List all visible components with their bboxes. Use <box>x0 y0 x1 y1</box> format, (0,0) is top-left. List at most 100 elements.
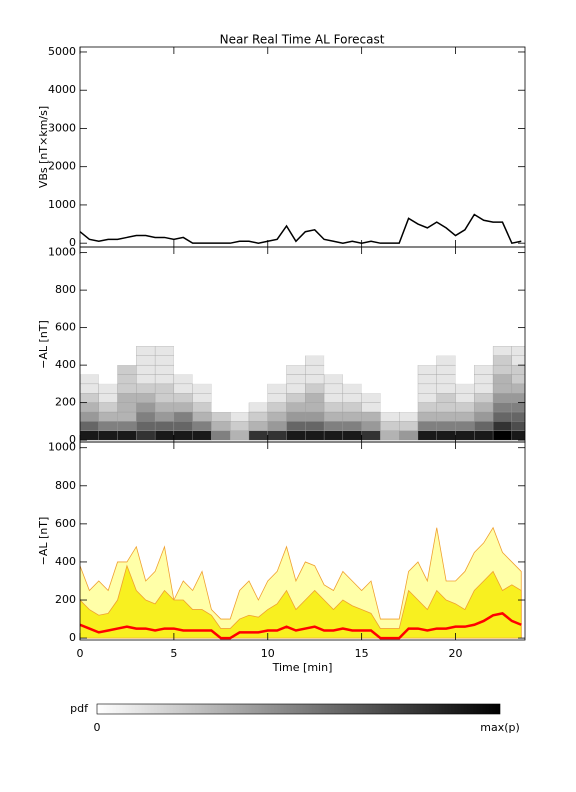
heatmap-cell <box>474 355 494 366</box>
heatmap-cell <box>399 430 419 441</box>
heatmap-cell <box>286 430 306 441</box>
heatmap-cell <box>455 346 475 356</box>
heatmap-cell <box>380 430 400 441</box>
heatmap-cell <box>267 421 287 431</box>
heatmap-cell <box>230 393 249 403</box>
heatmap-cell <box>436 421 456 431</box>
heatmap-cell <box>267 355 287 366</box>
heatmap-cell <box>154 383 175 394</box>
heatmap-cell <box>286 411 306 422</box>
colorbar-max-label: max(p) <box>480 721 520 734</box>
heatmap-cell <box>192 346 212 356</box>
heatmap-cell <box>474 421 494 431</box>
heatmap-cell <box>417 374 437 385</box>
heatmap-cell <box>248 346 268 356</box>
heatmap-cell <box>192 365 212 375</box>
plot-area <box>80 346 525 441</box>
heatmap-cell <box>173 402 193 413</box>
heatmap-cell <box>248 411 268 422</box>
heatmap-cell <box>154 411 175 422</box>
heatmap-cell <box>511 346 525 356</box>
heatmap-cell <box>192 430 212 441</box>
heatmap-cell <box>267 365 287 375</box>
heatmap-cell <box>380 346 400 356</box>
heatmap-cell <box>248 365 268 375</box>
heatmap-cell <box>230 355 249 366</box>
heatmap-cell <box>455 365 475 375</box>
heatmap-cell <box>154 364 175 375</box>
heatmap-cell <box>98 393 118 403</box>
heatmap-cell <box>211 346 231 356</box>
heatmap-cell <box>492 355 513 366</box>
heatmap-cell <box>154 374 175 385</box>
heatmap-cell <box>230 421 250 431</box>
heatmap-cell <box>286 393 306 403</box>
heatmap-cell <box>230 346 249 356</box>
x-tick-label: 10 <box>261 647 275 660</box>
heatmap-cell <box>474 383 494 394</box>
heatmap-cell <box>230 402 249 412</box>
heatmap-cell <box>492 364 513 375</box>
heatmap-cell <box>98 402 118 413</box>
chart-title: Near Real Time AL Forecast <box>220 33 385 47</box>
heatmap-cell <box>323 393 344 403</box>
heatmap-cell <box>511 411 525 422</box>
heatmap-cell <box>474 346 494 356</box>
data-line <box>80 213 522 245</box>
heatmap-cell <box>267 346 287 356</box>
heatmap-cell <box>80 430 99 441</box>
heatmap-cell <box>474 402 494 413</box>
heatmap-cell <box>154 355 175 366</box>
heatmap-cell <box>98 346 118 356</box>
data-line <box>80 612 522 640</box>
heatmap-cell <box>117 430 137 441</box>
heatmap-cell <box>80 374 99 385</box>
data-area <box>80 564 522 639</box>
heatmap-cell <box>230 430 250 441</box>
heatmap-cell <box>154 393 175 403</box>
heatmap-cell <box>324 346 343 356</box>
heatmap-cell <box>436 346 456 356</box>
heatmap-cell <box>380 421 400 431</box>
heatmap-cell <box>211 430 231 441</box>
heatmap-cell <box>98 374 118 384</box>
heatmap-cell <box>399 402 418 412</box>
heatmap-cell <box>342 393 362 403</box>
heatmap-cell <box>399 421 419 431</box>
y-tick-label: 200 <box>55 396 76 409</box>
heatmap-cell <box>80 411 99 422</box>
heatmap-cell <box>342 421 362 431</box>
heatmap-cell <box>98 411 118 422</box>
heatmap-cell <box>136 383 156 394</box>
heatmap-cell <box>455 374 475 384</box>
heatmap-cell <box>192 374 212 384</box>
heatmap-cell <box>511 374 525 385</box>
heatmap-cell <box>286 402 306 413</box>
heatmap-cell <box>80 365 99 375</box>
heatmap-cell <box>380 365 400 375</box>
heatmap-cell <box>361 383 381 394</box>
heatmap-cell <box>80 383 99 394</box>
heatmap-cell <box>455 383 475 394</box>
heatmap-cell <box>230 383 249 394</box>
heatmap-cell <box>117 393 137 403</box>
heatmap-cell <box>511 383 525 394</box>
heatmap-cell <box>286 383 306 394</box>
heatmap-cell <box>342 411 362 422</box>
heatmap-cell <box>136 411 156 422</box>
plot-frame <box>79 46 526 248</box>
heatmap-cell <box>211 411 231 422</box>
heatmap-cell <box>511 402 525 413</box>
heatmap-cell <box>342 430 362 441</box>
heatmap-cell <box>154 402 175 413</box>
heatmap-cell <box>211 402 231 412</box>
heatmap-cell <box>286 421 306 431</box>
heatmap-cell <box>98 430 118 441</box>
heatmap-cell <box>80 355 99 366</box>
heatmap-cell <box>117 421 137 431</box>
heatmap-cell <box>323 421 344 431</box>
y-tick-label: 600 <box>55 517 76 530</box>
heatmap-cell <box>117 402 137 413</box>
heatmap-cell <box>492 346 513 356</box>
